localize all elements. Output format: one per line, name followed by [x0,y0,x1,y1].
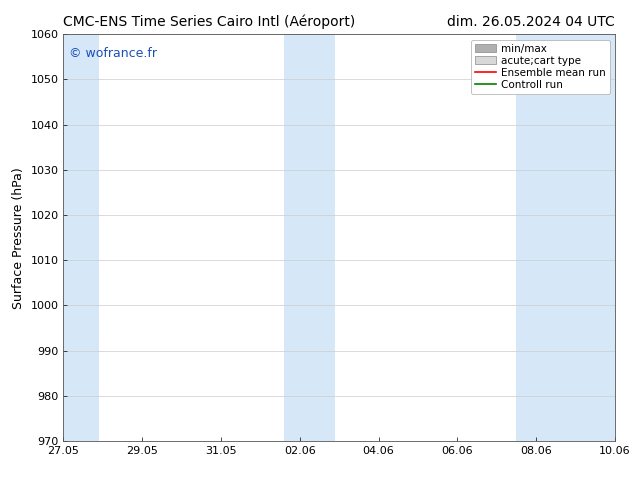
Text: © wofrance.fr: © wofrance.fr [69,47,157,59]
Bar [517,34,615,441]
Y-axis label: Surface Pressure (hPa): Surface Pressure (hPa) [12,167,25,309]
Text: dim. 26.05.2024 04 UTC: dim. 26.05.2024 04 UTC [447,15,615,29]
Text: CMC-ENS Time Series Cairo Intl (Aéroport): CMC-ENS Time Series Cairo Intl (Aéroport… [63,15,356,29]
Legend: min/max, acute;cart type, Ensemble mean run, Controll run: min/max, acute;cart type, Ensemble mean … [470,40,610,94]
Bar [63,34,99,441]
Bar [284,34,335,441]
